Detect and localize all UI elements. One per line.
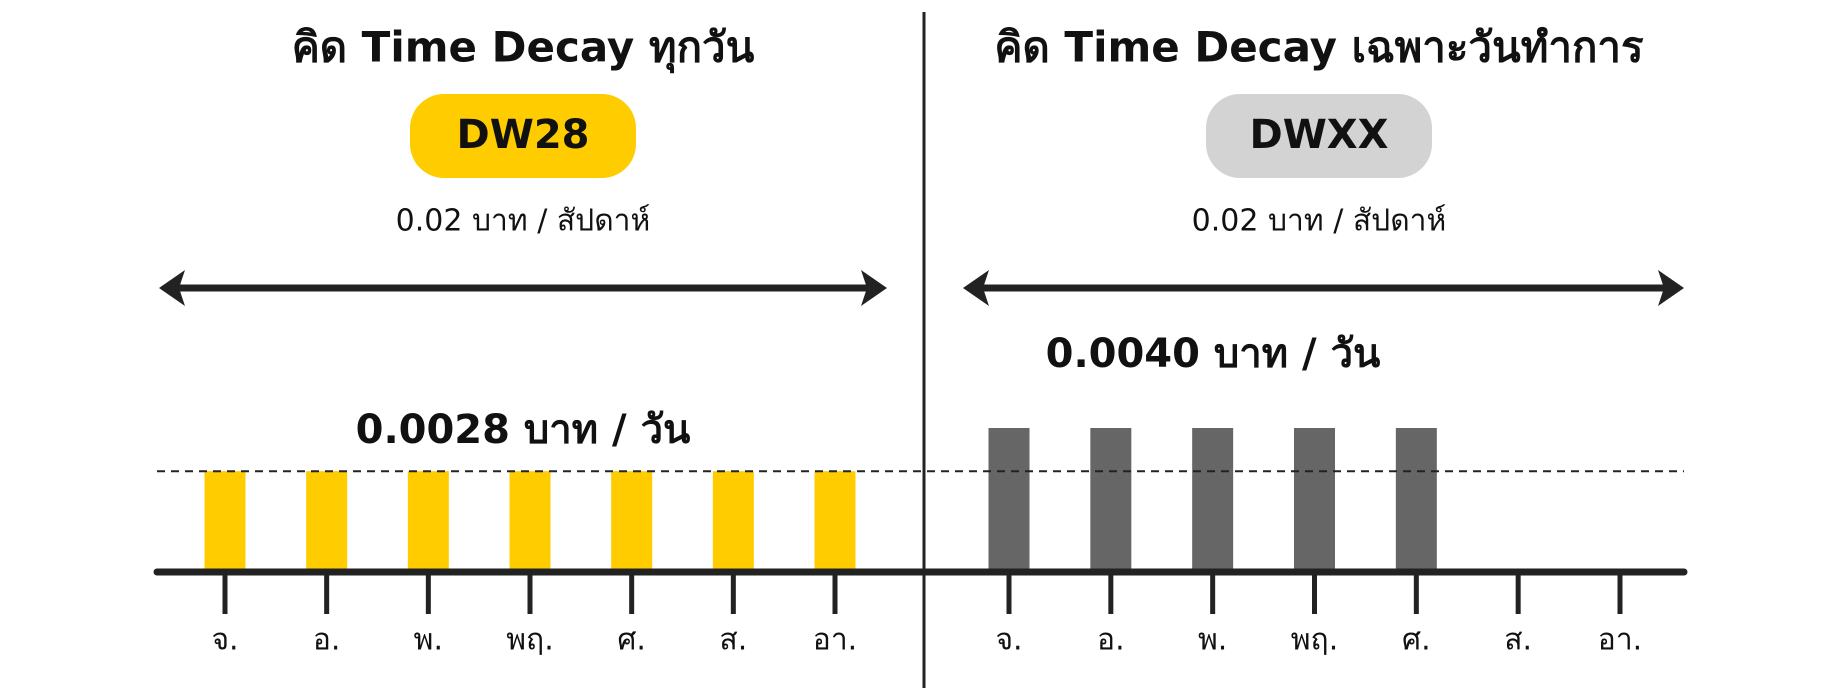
bar bbox=[1090, 428, 1132, 572]
panel-title: คิด Time Decay ทุกวัน bbox=[292, 23, 755, 74]
day-label: พ. bbox=[414, 623, 443, 658]
bar bbox=[1192, 428, 1234, 572]
day-label: ศ. bbox=[1402, 623, 1431, 658]
day-label: ส. bbox=[1504, 623, 1532, 658]
bar bbox=[509, 471, 551, 572]
day-label: ศ. bbox=[617, 623, 646, 658]
badge-bg bbox=[410, 94, 636, 178]
arrow-head bbox=[861, 270, 887, 306]
badge-label: DWXX bbox=[1249, 112, 1388, 158]
day-label: อา. bbox=[1598, 623, 1642, 658]
day-label: จ. bbox=[211, 623, 238, 658]
day-label: พ. bbox=[1198, 623, 1227, 658]
bar bbox=[1294, 428, 1335, 572]
day-label: พฤ. bbox=[506, 623, 553, 658]
bar bbox=[204, 471, 246, 572]
arrow-head bbox=[963, 270, 989, 306]
bar bbox=[712, 471, 754, 572]
day-label: ส. bbox=[719, 623, 747, 658]
subtitle: 0.02 บาท / สัปดาห์ bbox=[1192, 204, 1447, 239]
badge-bg bbox=[1206, 94, 1432, 178]
value-annotation: 0.0040 บาท / วัน bbox=[1046, 331, 1381, 377]
bar bbox=[814, 471, 856, 572]
bar bbox=[611, 471, 653, 572]
bar bbox=[306, 471, 348, 572]
bar bbox=[1395, 428, 1437, 572]
day-label: อา. bbox=[813, 623, 857, 658]
bar bbox=[407, 471, 449, 572]
value-annotation: 0.0028 บาท / วัน bbox=[356, 407, 691, 453]
panel-title: คิด Time Decay เฉพาะวันทำการ bbox=[994, 23, 1644, 72]
day-label: จ. bbox=[995, 623, 1022, 658]
arrow-head bbox=[159, 270, 185, 306]
day-label: อ. bbox=[313, 623, 341, 658]
subtitle: 0.02 บาท / สัปดาห์ bbox=[396, 204, 651, 239]
arrow-head bbox=[1658, 270, 1684, 306]
badge-label: DW28 bbox=[457, 112, 590, 158]
bar bbox=[988, 428, 1030, 572]
day-label: อ. bbox=[1097, 623, 1125, 658]
day-label: พฤ. bbox=[1291, 623, 1338, 658]
